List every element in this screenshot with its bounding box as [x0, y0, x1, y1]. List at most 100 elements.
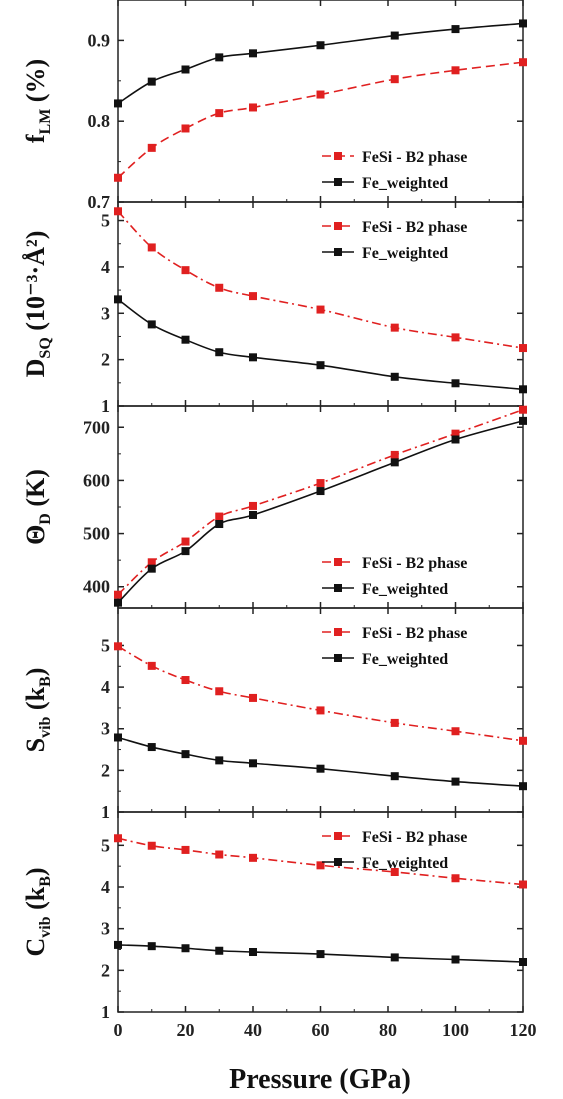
x-tick-label: 40 [244, 1020, 262, 1040]
data-point-fesi-b2 [316, 861, 325, 870]
y-axis-label-sub: vib [37, 716, 54, 737]
data-point-fesi-b2 [147, 143, 156, 152]
y-axis-label: Svib (kB) [21, 668, 54, 753]
data-point-fe-weighted [215, 520, 224, 529]
series-line-fe-weighted [117, 736, 524, 787]
data-point-fe-weighted [519, 782, 527, 791]
y-tick-label: 4 [101, 877, 110, 897]
data-point-fesi-b2 [451, 727, 460, 736]
data-point-fe-weighted [316, 41, 325, 50]
data-point-fesi-b2 [390, 718, 399, 727]
data-point-fe-weighted [147, 564, 156, 573]
data-point-fe-weighted [181, 944, 190, 953]
legend-marker-fe-weighted [334, 654, 342, 662]
legend-label-fe-weighted: Fe_weighted [362, 855, 448, 872]
y-tick-label: 500 [83, 524, 110, 544]
data-point-fe-weighted [390, 953, 399, 962]
data-point-fesi-b2 [114, 834, 122, 843]
data-point-fesi-b2 [215, 283, 224, 292]
y-tick-label: 4 [101, 257, 110, 277]
data-point-fesi-b2 [390, 868, 399, 876]
data-point-fe-weighted [316, 950, 325, 959]
data-point-fe-weighted [181, 335, 190, 344]
y-tick-label: 600 [83, 470, 110, 490]
y-axis-label-unit: (K) [21, 469, 50, 513]
data-point-fesi-b2 [147, 841, 156, 850]
data-point-fe-weighted [147, 320, 156, 329]
data-point-fesi-b2 [249, 853, 257, 862]
x-tick-label: 20 [177, 1020, 195, 1040]
data-point-fesi-b2 [249, 292, 257, 301]
data-point-fesi-b2 [519, 58, 527, 67]
data-point-fe-weighted [519, 416, 527, 425]
y-axis-label-sub: LM [37, 109, 54, 135]
data-point-fesi-b2 [147, 558, 156, 567]
data-point-fesi-b2 [519, 405, 527, 414]
data-point-fe-weighted [114, 598, 122, 607]
data-point-fe-weighted [316, 764, 325, 773]
data-point-fesi-b2 [181, 537, 190, 546]
data-point-fesi-b2 [147, 661, 156, 670]
data-point-fesi-b2 [519, 736, 527, 745]
data-point-fe-weighted [316, 361, 325, 370]
data-point-fesi-b2 [316, 706, 325, 715]
y-tick-label: 5 [101, 635, 110, 655]
data-point-fe-weighted [249, 353, 257, 362]
data-point-fe-weighted [249, 948, 257, 956]
y-axis-label: fLM (%) [21, 59, 54, 143]
data-point-fe-weighted [451, 435, 460, 444]
y-axis-label-unit-sub: B [37, 876, 54, 887]
data-point-fe-weighted [316, 487, 325, 496]
y-axis-label-unit-sub: B [37, 676, 54, 687]
legend-label-fe-weighted: Fe_weighted [362, 175, 448, 192]
legend-marker-fesi-b2 [334, 832, 342, 840]
data-point-fe-weighted [147, 77, 156, 86]
legend-marker-fesi-b2 [334, 558, 342, 566]
data-point-fesi-b2 [390, 450, 399, 459]
data-point-fe-weighted [114, 940, 122, 949]
plot-frame [117, 405, 524, 609]
data-point-fesi-b2 [249, 501, 257, 510]
legend-marker-fe-weighted [334, 858, 342, 866]
data-point-fe-weighted [215, 53, 224, 62]
y-axis-label-unit: (10⁻³·Å²) [21, 231, 50, 338]
y-axis-label-main: C [21, 938, 50, 957]
data-point-fesi-b2 [451, 66, 460, 75]
y-tick-label: 2 [101, 760, 110, 780]
data-point-fesi-b2 [316, 90, 325, 99]
x-tick-label: 100 [442, 1020, 469, 1040]
legend-marker-fesi-b2 [334, 222, 342, 230]
data-point-fe-weighted [114, 733, 122, 742]
legend-label-fe-weighted: Fe_weighted [362, 651, 448, 668]
data-point-fe-weighted [519, 958, 527, 966]
x-tick-label: 60 [312, 1020, 330, 1040]
y-tick-label: 400 [83, 577, 110, 597]
y-tick-label: 3 [101, 919, 110, 939]
data-point-fesi-b2 [451, 429, 460, 438]
data-point-fesi-b2 [519, 344, 527, 353]
data-point-fe-weighted [114, 295, 122, 304]
data-point-fesi-b2 [114, 173, 122, 182]
legend-marker-fe-weighted [334, 584, 342, 592]
y-tick-label: 700 [83, 417, 110, 437]
x-axis-label: Pressure (GPa) [229, 1064, 411, 1095]
y-axis-label-unit: (k [21, 686, 50, 716]
y-tick-label: 0.7 [88, 192, 111, 212]
data-point-fesi-b2 [114, 590, 122, 599]
data-point-fesi-b2 [249, 103, 257, 112]
data-point-fe-weighted [390, 772, 399, 781]
y-axis-label-end: ) [21, 668, 50, 677]
data-point-fesi-b2 [390, 75, 399, 84]
y-tick-label: 5 [101, 211, 110, 231]
legend-label-fesi-b2: FeSi - B2 phase [362, 555, 467, 572]
data-point-fe-weighted [249, 759, 257, 768]
data-point-fe-weighted [451, 25, 460, 34]
y-tick-label: 0.9 [88, 30, 111, 50]
data-point-fe-weighted [390, 458, 399, 467]
legend-label-fesi-b2: FeSi - B2 phase [362, 219, 467, 236]
data-point-fe-weighted [451, 379, 460, 388]
x-tick-label: 80 [379, 1020, 397, 1040]
data-point-fe-weighted [451, 777, 460, 786]
legend-label-fe-weighted: Fe_weighted [362, 245, 448, 262]
